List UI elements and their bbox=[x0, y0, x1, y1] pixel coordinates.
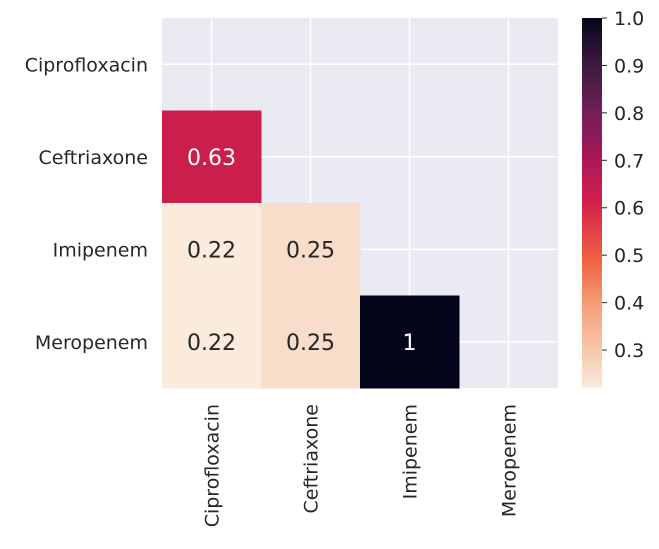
column-label: Ceftriaxone bbox=[301, 404, 323, 514]
heatmap-cell bbox=[360, 295, 460, 389]
row-label: Meropenem bbox=[35, 332, 148, 354]
row-tick-labels: Ciprofloxacin Ceftriaxone Imipenem Meropene… bbox=[25, 54, 148, 354]
row-label: Ciprofloxacin bbox=[25, 54, 148, 76]
colorbar bbox=[582, 18, 602, 388]
row-label: Imipenem bbox=[53, 239, 148, 261]
colorbar-ticks: 0.3 0.4 0.5 0.6 0.7 0.8 0.9 1.0 bbox=[602, 8, 644, 362]
column-label: Ciprofloxacin bbox=[202, 404, 224, 527]
cell-value-label: 0.25 bbox=[286, 238, 335, 263]
heatmap-cell bbox=[162, 295, 262, 389]
heatmap-cells bbox=[162, 110, 460, 389]
colorbar-tick-label: 0.7 bbox=[614, 150, 644, 172]
row-label: Ceftriaxone bbox=[38, 147, 148, 169]
column-label: Meropenem bbox=[499, 404, 521, 517]
column-tick-labels: Ciprofloxacin Ceftriaxone Imipenem Meropene… bbox=[202, 404, 521, 527]
column-label: Imipenem bbox=[400, 404, 422, 499]
cell-value-label: 0.63 bbox=[187, 146, 236, 171]
colorbar-tick-label: 1.0 bbox=[614, 8, 644, 30]
heatmap-cell bbox=[162, 110, 262, 204]
cell-value-label: 0.22 bbox=[187, 238, 236, 263]
colorbar-tick-label: 0.3 bbox=[614, 340, 644, 362]
colorbar-tick-label: 0.6 bbox=[614, 198, 644, 220]
colorbar-tick-label: 0.4 bbox=[614, 293, 644, 315]
colorbar-tick-label: 0.5 bbox=[614, 245, 644, 267]
cell-value-label: 0.25 bbox=[286, 331, 335, 356]
heatmap-cell-labels: 0.63 0.22 0.25 0.22 0.25 1 bbox=[187, 146, 416, 356]
cell-value-label: 1 bbox=[403, 331, 417, 356]
heatmap-cell bbox=[162, 203, 262, 296]
heatmap-cell bbox=[261, 295, 361, 389]
colorbar-tick-label: 0.8 bbox=[614, 103, 644, 125]
cell-value-label: 0.22 bbox=[187, 331, 236, 356]
heatmap-cell bbox=[261, 203, 361, 296]
colorbar-tick-label: 0.9 bbox=[614, 55, 644, 77]
